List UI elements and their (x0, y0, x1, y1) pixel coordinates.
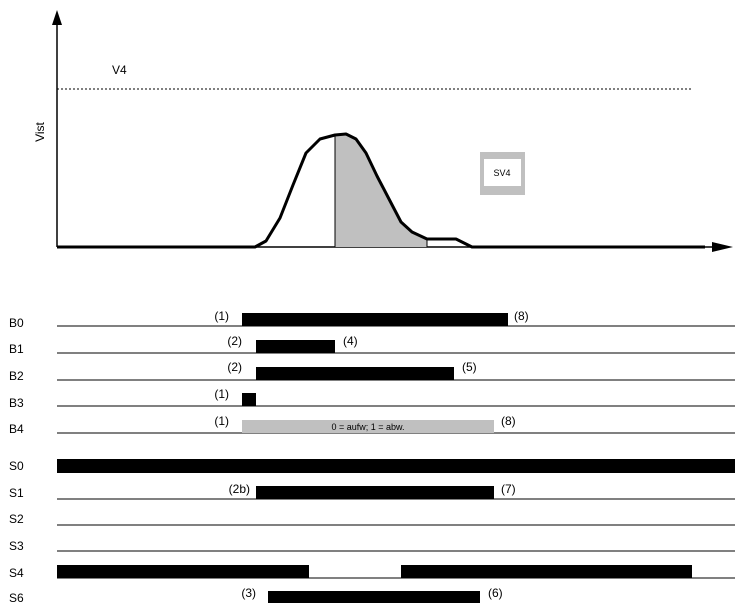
timing-bar (57, 459, 735, 473)
track-label: B4 (9, 422, 24, 436)
timing-bar (242, 313, 508, 326)
timing-tracks: B0 (1) (8) B1 (2) (4) B2 (2) (5) B3 (1) (9, 309, 735, 603)
timing-bar (57, 565, 309, 578)
track-label: B1 (9, 342, 24, 356)
signal-curve (57, 132, 705, 249)
x-axis-arrow-icon (712, 242, 733, 252)
timing-bar (256, 367, 454, 380)
bar-start-marker: (2) (227, 334, 242, 348)
track-label: B2 (9, 369, 24, 383)
bar-end-marker: (4) (343, 334, 358, 348)
signal-plot: Vist V4 SV4 (33, 10, 733, 252)
timing-bar (256, 340, 335, 353)
bar-start-marker: (1) (214, 414, 229, 428)
bar-start-marker: (2) (227, 360, 242, 374)
bar-start-marker: (2b) (229, 482, 250, 496)
track-label: S3 (9, 539, 24, 553)
y-axis-arrow-icon (52, 10, 62, 25)
bar-end-marker: (6) (488, 586, 503, 600)
timing-bar (256, 486, 494, 499)
sv4-box-inner (484, 159, 521, 186)
timing-bar (401, 565, 692, 578)
sv4-label: SV4 (493, 168, 510, 178)
track-b2: B2 (2) (5) (9, 360, 735, 383)
track-s3: S3 (9, 539, 735, 553)
shaded-area (335, 134, 427, 247)
track-b3: B3 (1) (9, 387, 735, 410)
track-s1: S1 (2b) (7) (9, 482, 735, 500)
track-label: S2 (9, 512, 24, 526)
bar-end-marker: (8) (514, 309, 529, 323)
track-label: S4 (9, 566, 24, 580)
bar-end-marker: (7) (501, 482, 516, 496)
track-label: B3 (9, 396, 24, 410)
track-b1: B1 (2) (4) (9, 334, 735, 356)
bar-start-marker: (1) (214, 387, 229, 401)
timing-bar (242, 420, 494, 433)
y-axis-label: Vist (33, 121, 47, 141)
bar-end-marker: (5) (462, 360, 477, 374)
track-s0: S0 (9, 459, 735, 473)
threshold-label: V4 (112, 63, 127, 77)
bar-start-marker: (3) (241, 586, 256, 600)
track-b4: B4 0 = aufw; 1 = abw. (1) (8) (9, 414, 735, 436)
track-label: S6 (9, 591, 24, 603)
track-b0: B0 (1) (8) (9, 309, 735, 330)
track-label: S0 (9, 459, 24, 473)
bar-start-marker: (1) (214, 309, 229, 323)
track-s6: S6 (3) (6) (9, 586, 503, 603)
track-label: B0 (9, 316, 24, 330)
bar-end-marker: (8) (501, 414, 516, 428)
track-label: S1 (9, 486, 24, 500)
timing-bar (268, 591, 480, 603)
bar-caption: 0 = aufw; 1 = abw. (331, 422, 404, 432)
track-s2: S2 (9, 512, 735, 526)
timing-bar (242, 393, 256, 406)
track-s4: S4 (9, 565, 735, 580)
